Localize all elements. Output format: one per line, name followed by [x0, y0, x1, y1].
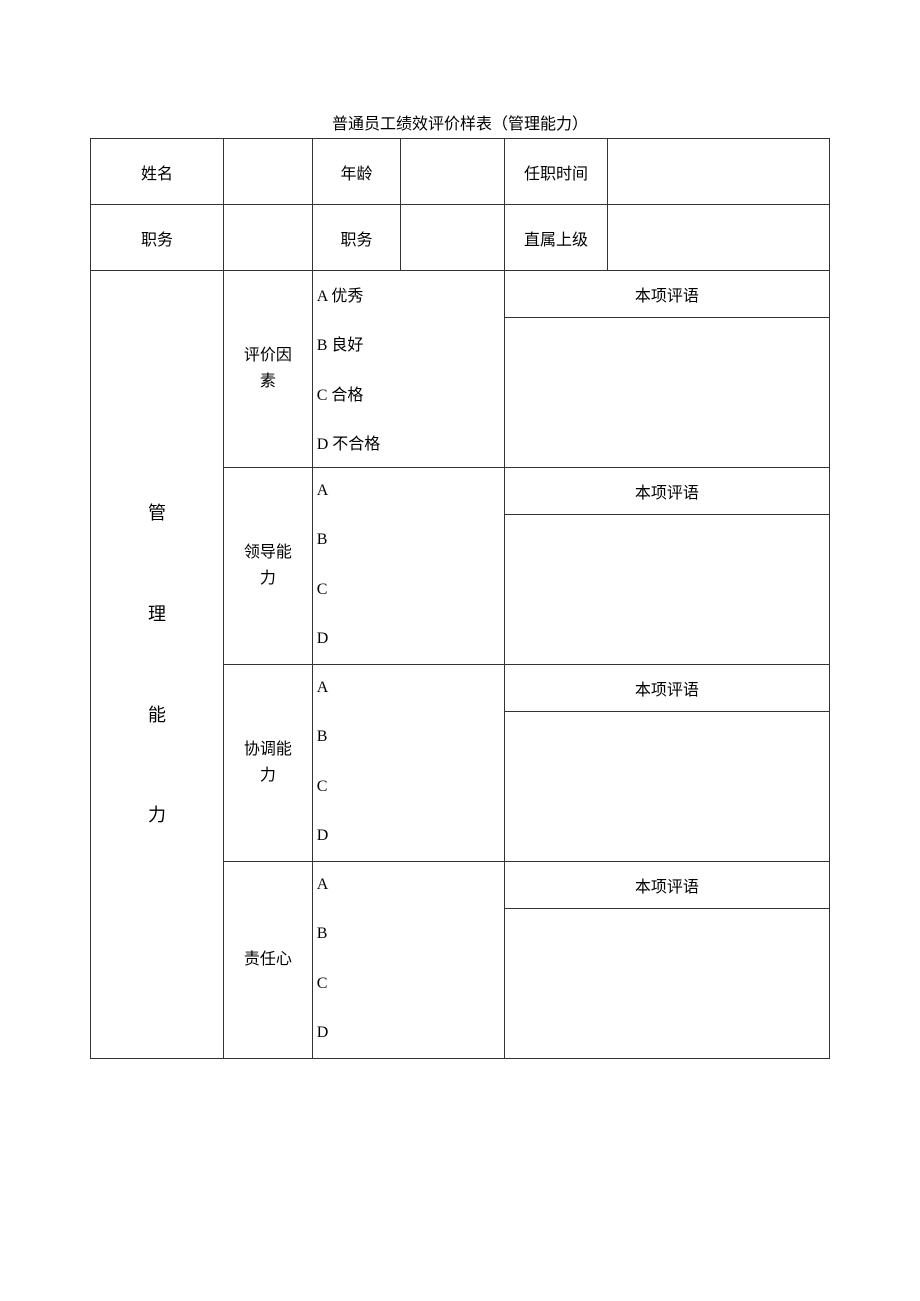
comment-label: 本项评语	[504, 665, 829, 712]
category-label: 管 理 能 力	[91, 271, 224, 1059]
supervisor-label: 直属上级	[504, 205, 607, 271]
grade-cell: D	[312, 1009, 504, 1059]
comment-label: 本项评语	[504, 862, 829, 909]
grade-cell: A	[312, 862, 504, 909]
factor-label-2: 协调能 力	[224, 665, 313, 862]
grade-cell: A	[312, 468, 504, 515]
comment-area	[504, 712, 829, 862]
grade-cell: B 良好	[312, 318, 504, 368]
grade-cell: B	[312, 909, 504, 959]
position-label-2: 职务	[312, 205, 401, 271]
grade-cell: A 优秀	[312, 271, 504, 318]
position-value-1	[224, 205, 313, 271]
grade-cell: B	[312, 515, 504, 565]
supervisor-value	[608, 205, 830, 271]
grade-cell: D	[312, 812, 504, 862]
name-value	[224, 139, 313, 205]
grade-cell: D	[312, 615, 504, 665]
grade-cell: A	[312, 665, 504, 712]
name-label: 姓名	[91, 139, 224, 205]
section-row: 管 理 能 力 评价因 素 A 优秀 本项评语	[91, 271, 830, 318]
age-value	[401, 139, 504, 205]
tenure-label: 任职时间	[504, 139, 607, 205]
grade-cell: B	[312, 712, 504, 762]
category-text: 管 理 能 力	[91, 488, 223, 841]
grade-cell: D 不合格	[312, 418, 504, 468]
position-value-2	[401, 205, 504, 271]
comment-area	[504, 909, 829, 1059]
grade-cell: C	[312, 959, 504, 1009]
comment-label: 本项评语	[504, 271, 829, 318]
header-row-2: 职务 职务 直属上级	[91, 205, 830, 271]
comment-area	[504, 515, 829, 665]
document-title: 普通员工绩效评价样表（管理能力）	[90, 110, 830, 134]
factor-label-3: 责任心	[224, 862, 313, 1059]
comment-label: 本项评语	[504, 468, 829, 515]
factor-label-1: 领导能 力	[224, 468, 313, 665]
position-label-1: 职务	[91, 205, 224, 271]
evaluation-table: 姓名 年龄 任职时间 职务 职务 直属上级 管 理 能 力 评价因 素 A 优秀…	[90, 138, 830, 1059]
tenure-value	[608, 139, 830, 205]
grade-cell: C	[312, 762, 504, 812]
grade-cell: C 合格	[312, 368, 504, 418]
grade-cell: C	[312, 565, 504, 615]
header-row-1: 姓名 年龄 任职时间	[91, 139, 830, 205]
factor-label-0: 评价因 素	[224, 271, 313, 468]
age-label: 年龄	[312, 139, 401, 205]
comment-area	[504, 318, 829, 468]
